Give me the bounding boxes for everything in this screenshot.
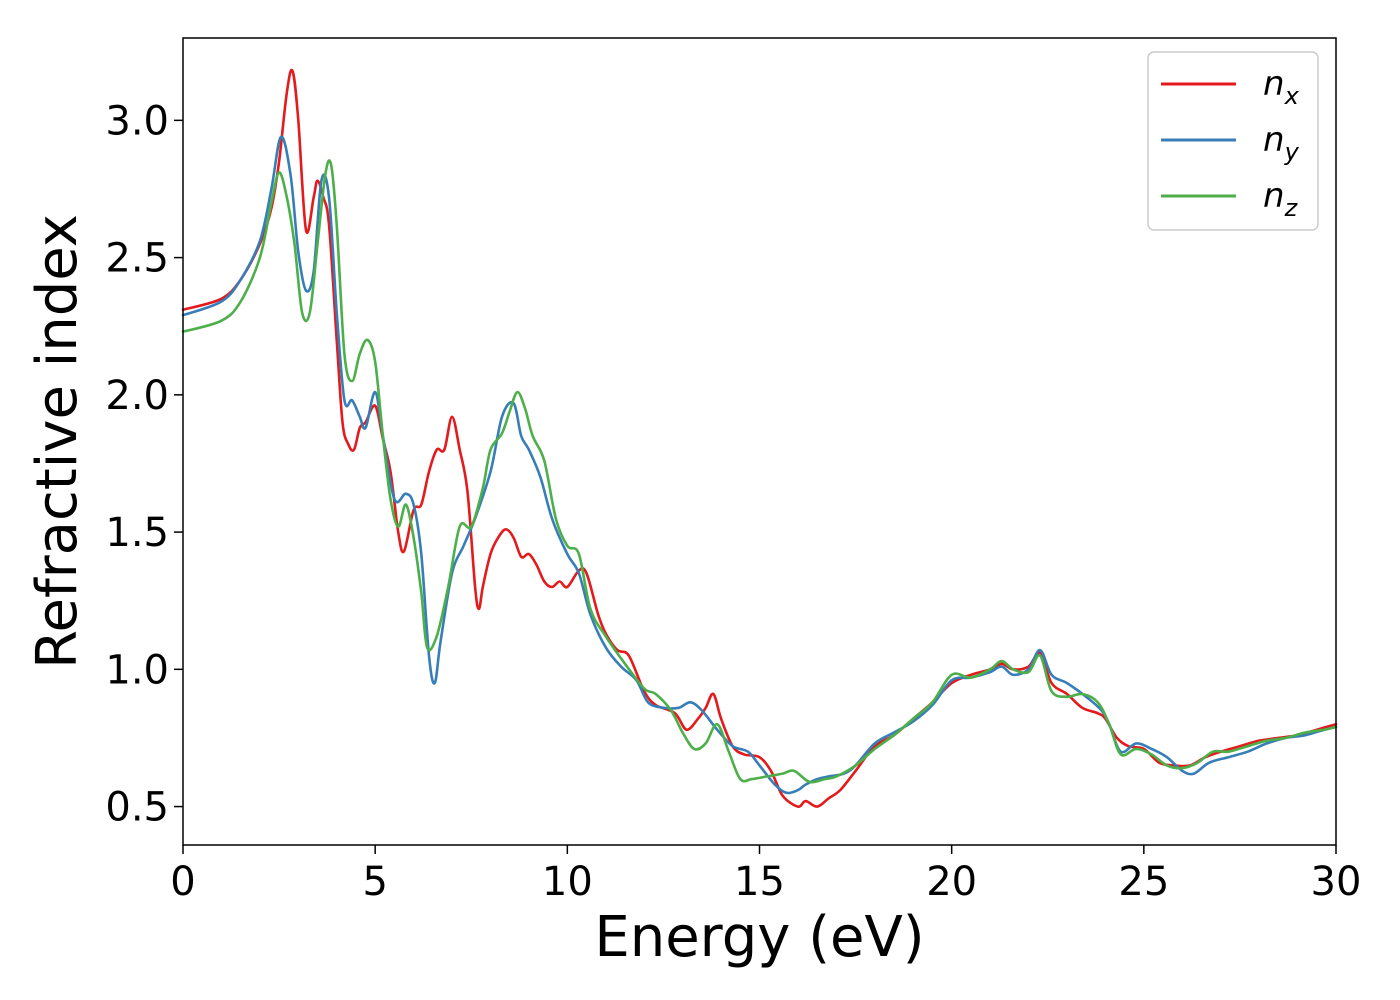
y-axis: 0.5 1.0 1.5 2.0 2.5 3.0 xyxy=(105,98,183,831)
plot-area-background xyxy=(183,38,1336,845)
series-layer xyxy=(181,68,1338,808)
x-axis-title: Energy (eV) xyxy=(594,905,924,970)
legend-label-base: n xyxy=(1263,120,1285,160)
y-tick-label: 2.5 xyxy=(105,236,169,282)
legend-label-subscript: x xyxy=(1284,82,1300,110)
x-tick-label: 20 xyxy=(926,859,977,905)
legend-label-base: n xyxy=(1263,176,1285,216)
y-tick-label: 1.0 xyxy=(105,647,169,693)
legend-label-ny: ny xyxy=(1263,120,1300,166)
y-axis-title: Refractive index xyxy=(25,214,90,669)
legend-label-nz: nz xyxy=(1263,176,1299,222)
x-tick-label: 25 xyxy=(1118,859,1169,905)
legend-label-subscript: y xyxy=(1284,138,1300,166)
series-line-nx xyxy=(181,68,1338,808)
legend-label-base: n xyxy=(1263,64,1285,104)
x-tick-label: 10 xyxy=(542,859,593,905)
x-tick-label: 30 xyxy=(1311,859,1362,905)
y-tick-label: 1.5 xyxy=(105,510,169,556)
y-tick-label: 3.0 xyxy=(105,98,169,144)
legend-label-subscript: z xyxy=(1284,194,1299,222)
y-tick-label: 0.5 xyxy=(105,785,169,831)
x-tick-label: 5 xyxy=(362,859,387,905)
legend-label-nx: nx xyxy=(1263,64,1300,110)
x-tick-label: 0 xyxy=(170,859,195,905)
series-line-nz xyxy=(181,159,1338,784)
y-tick-label: 2.0 xyxy=(105,373,169,419)
x-axis: 0 5 10 15 20 25 30 xyxy=(170,845,1361,905)
x-tick-label: 15 xyxy=(734,859,785,905)
